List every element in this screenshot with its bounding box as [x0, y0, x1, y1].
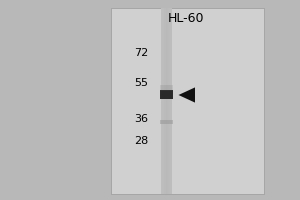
Bar: [160, 90, 173, 99]
Bar: [165, 8, 166, 194]
Text: 55: 55: [134, 78, 148, 88]
Text: 72: 72: [134, 48, 148, 58]
Bar: [160, 8, 161, 194]
Bar: [162, 8, 163, 194]
Bar: [163, 8, 164, 194]
Bar: [172, 8, 173, 194]
Bar: [166, 8, 167, 194]
Bar: [168, 8, 169, 194]
Text: 28: 28: [134, 136, 148, 146]
Bar: [161, 8, 162, 194]
Text: 36: 36: [134, 114, 148, 124]
Bar: [170, 8, 171, 194]
Bar: [160, 85, 173, 91]
Polygon shape: [178, 87, 195, 103]
Bar: [167, 8, 168, 194]
Bar: [111, 8, 264, 194]
Bar: [160, 120, 173, 124]
Bar: [160, 8, 172, 194]
Text: HL-60: HL-60: [168, 12, 204, 25]
Bar: [164, 8, 165, 194]
Bar: [169, 8, 170, 194]
Bar: [171, 8, 172, 194]
